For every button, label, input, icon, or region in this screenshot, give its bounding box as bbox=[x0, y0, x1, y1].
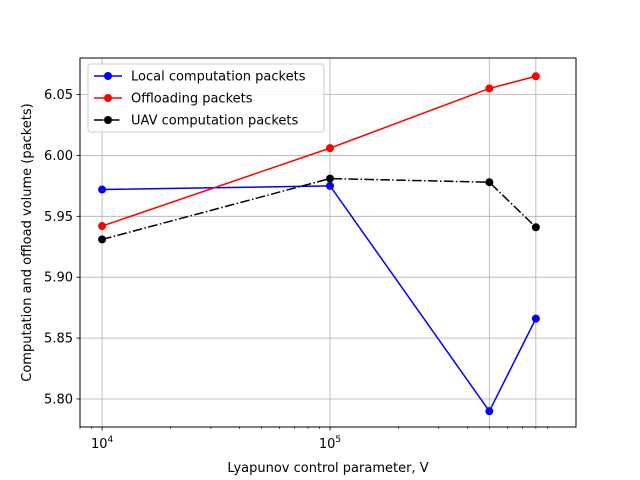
y-tick-label: 5.90 bbox=[44, 271, 73, 286]
y-tick-label: 6.00 bbox=[44, 149, 73, 164]
data-point bbox=[531, 223, 540, 232]
legend-box bbox=[87, 63, 325, 133]
x-tick-label: 105 bbox=[319, 435, 341, 452]
x-axis-ticks: 104 105 bbox=[79, 427, 548, 452]
y-tick-label: 5.95 bbox=[44, 210, 73, 225]
data-point bbox=[485, 84, 494, 93]
y-axis-label: Computation and offload volume (packets) bbox=[20, 103, 35, 381]
legend-swatch-marker bbox=[104, 94, 112, 102]
y-tick-label: 5.80 bbox=[44, 392, 73, 407]
legend: Local computation packets Offloading pack… bbox=[87, 63, 325, 133]
legend-swatch-marker bbox=[104, 72, 112, 80]
data-point bbox=[326, 174, 335, 183]
y-axis-ticks: 5.80 5.85 5.90 5.95 6.00 6.05 bbox=[44, 88, 80, 407]
x-axis-label: Lyapunov control parameter, V bbox=[227, 461, 428, 476]
data-point bbox=[98, 235, 107, 244]
data-point bbox=[485, 178, 494, 187]
data-point bbox=[98, 222, 107, 231]
y-tick-label: 5.85 bbox=[44, 332, 73, 347]
data-point bbox=[531, 314, 540, 323]
data-point bbox=[98, 185, 107, 194]
series-line-2 bbox=[101, 177, 537, 241]
legend-label: Local computation packets bbox=[131, 70, 306, 85]
legend-swatch-marker bbox=[104, 116, 112, 124]
plot-frame bbox=[79, 57, 577, 428]
y-tick-label: 6.05 bbox=[44, 88, 73, 103]
data-point bbox=[326, 181, 335, 190]
x-tick-label: 104 bbox=[91, 435, 114, 452]
grid bbox=[80, 58, 576, 427]
series-line-1 bbox=[101, 75, 537, 227]
legend-label: Offloading packets bbox=[131, 92, 253, 107]
data-point bbox=[485, 407, 494, 416]
data-point bbox=[531, 72, 540, 81]
legend-label: UAV computation packets bbox=[131, 114, 298, 129]
series-lines bbox=[98, 72, 540, 416]
data-point bbox=[326, 144, 335, 153]
